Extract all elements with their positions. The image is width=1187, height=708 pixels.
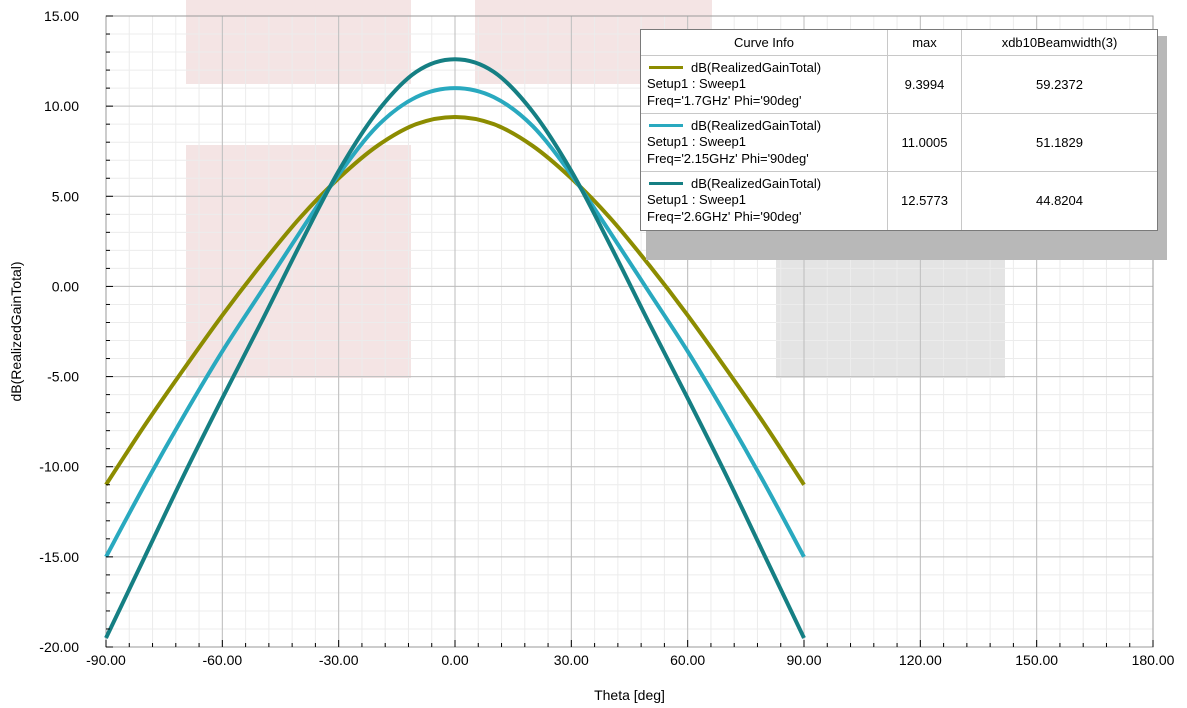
y-tick-label: 5.00: [52, 188, 79, 204]
legend-curve-name: dB(RealizedGainTotal): [691, 59, 822, 75]
legend-table[interactable]: Curve Info max xdb10Beamwidth(3) dB(Real…: [640, 29, 1158, 231]
series-swatch: [649, 65, 683, 69]
legend-max-value: 12.5773: [887, 171, 962, 230]
legend-curve-setup: Setup1 : Sweep1: [647, 76, 747, 91]
legend-curve-params: Freq='2.6GHz' Phi='90deg': [647, 209, 802, 225]
x-tick-label: 90.00: [786, 652, 821, 668]
legend-header-curve-info[interactable]: Curve Info: [641, 30, 888, 56]
series-swatch: [649, 181, 683, 185]
legend-curve-info: dB(RealizedGainTotal) Setup1 : Sweep1 Fr…: [641, 113, 888, 172]
x-tick-label: 0.00: [441, 652, 468, 668]
x-tick-label: -60.00: [202, 652, 242, 668]
y-tick-label: 15.00: [44, 8, 79, 24]
y-axis-title: dB(RealizedGainTotal): [8, 261, 24, 401]
series-line: [104, 86, 806, 558]
legend-header-beamwidth[interactable]: xdb10Beamwidth(3): [961, 30, 1157, 56]
y-tick-label: 0.00: [52, 278, 79, 294]
x-tick-label: -90.00: [86, 652, 126, 668]
y-tick-label: -10.00: [39, 459, 79, 475]
legend-curve-params: Freq='2.15GHz' Phi='90deg': [647, 151, 809, 166]
legend-curve-setup: Setup1 : Sweep1: [647, 192, 747, 208]
series-swatch: [649, 123, 683, 127]
legend-row[interactable]: dB(RealizedGainTotal) Setup1 : Sweep1 Fr…: [641, 171, 1157, 230]
x-tick-label: 120.00: [899, 652, 942, 668]
plot-frame: [105, 15, 1154, 648]
x-tick-label: -30.00: [319, 652, 359, 668]
legend-row[interactable]: dB(RealizedGainTotal) Setup1 : Sweep1 Fr…: [641, 55, 1157, 114]
y-tick-label: -5.00: [47, 369, 79, 385]
y-tick-label: -15.00: [39, 549, 79, 565]
legend-max-value: 9.3994: [887, 55, 962, 114]
legend-curve-name: dB(RealizedGainTotal): [691, 117, 822, 133]
legend-row[interactable]: dB(RealizedGainTotal) Setup1 : Sweep1 Fr…: [641, 113, 1157, 172]
y-tick-label: 10.00: [44, 98, 79, 114]
legend-header-row: Curve Info max xdb10Beamwidth(3): [641, 30, 1157, 56]
legend-beamwidth-value: 51.1829: [961, 113, 1157, 172]
legend-beamwidth-value: 59.2372: [961, 55, 1157, 114]
x-axis-title: Theta [deg]: [594, 687, 665, 703]
series-line: [104, 57, 806, 639]
x-tick-label: 30.00: [554, 652, 589, 668]
legend-curve-name: dB(RealizedGainTotal): [691, 175, 822, 191]
legend-header-max[interactable]: max: [887, 30, 962, 56]
legend-beamwidth-value: 44.8204: [1036, 193, 1083, 209]
x-tick-label: 150.00: [1015, 652, 1058, 668]
legend-curve-info: dB(RealizedGainTotal) Setup1 : Sweep1 Fr…: [641, 55, 888, 114]
axis-layer: -90.00 -60.00 -30.00 0.00 30.00 60.00 90.00 120…: [39, 8, 1174, 668]
legend-max-value: 11.0005: [887, 113, 962, 172]
legend-curve-info: dB(RealizedGainTotal) Setup1 : Sweep1 Fr…: [641, 171, 888, 230]
x-tick-label: 180.00: [1132, 652, 1175, 668]
y-tick-label: -20.00: [39, 639, 79, 655]
legend-curve-setup: Setup1 : Sweep1: [647, 134, 747, 149]
legend-curve-params: Freq='1.7GHz' Phi='90deg': [647, 93, 802, 108]
series-line: [104, 114, 806, 486]
series-layer: [104, 57, 806, 639]
x-tick-label: 60.00: [670, 652, 705, 668]
